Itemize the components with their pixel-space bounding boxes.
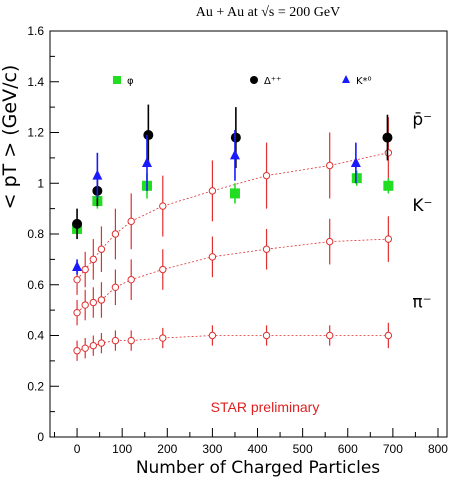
legend-label: K*⁰ (356, 76, 372, 87)
data-point (127, 275, 135, 284)
data-point (111, 283, 120, 291)
y-tick-label: 0.4 (27, 329, 44, 343)
legend-label: Δ⁺⁺ (264, 76, 281, 87)
data-point (97, 296, 106, 304)
data-point (73, 308, 81, 317)
data-point (383, 180, 394, 191)
data-point (326, 161, 334, 170)
data-point (262, 245, 271, 253)
star-preliminary-annotation: STAR preliminary (211, 399, 320, 415)
data-point (111, 230, 120, 238)
x-tick-label: 200 (157, 442, 177, 456)
chart-title: Au + Au at √s = 200 GeV (196, 5, 340, 20)
data-point (159, 265, 167, 274)
data-point (326, 331, 334, 340)
data-point (326, 237, 334, 246)
y-tick-label: 1.6 (27, 24, 44, 38)
series-line (76, 238, 389, 313)
data-point (230, 132, 241, 143)
data-point (72, 218, 83, 229)
y-tick-label: 0 (37, 430, 44, 444)
data-point (350, 156, 361, 167)
data-point (143, 130, 154, 141)
x-axis-label: Number of Charged Particles (136, 458, 380, 478)
data-point (208, 253, 217, 261)
series-label: π⁻ (412, 293, 431, 313)
legend-marker (113, 76, 121, 84)
data-point (262, 171, 271, 180)
y-tick-label: 0.2 (27, 379, 44, 393)
data-point (141, 156, 152, 167)
data-point (89, 341, 98, 350)
plot-area: p̄⁻ K⁻ π⁻ (72, 104, 432, 361)
data-point (208, 331, 217, 340)
data-point (127, 336, 135, 345)
x-tick-label: 300 (202, 442, 222, 456)
y-tick-label: 1.2 (27, 126, 44, 140)
data-point (89, 298, 98, 307)
data-point (97, 339, 106, 347)
data-point (351, 173, 362, 184)
data-point (208, 187, 217, 195)
x-tick-label: 600 (338, 442, 358, 456)
data-point (92, 169, 103, 180)
data-point (127, 217, 135, 226)
x-tick-label: 400 (248, 442, 268, 456)
data-point (384, 331, 393, 340)
data-point (382, 132, 393, 143)
data-point (229, 149, 240, 160)
series-line (76, 335, 389, 352)
data-point (384, 235, 393, 243)
y-axis-label: < pT > (GeV/c) (0, 65, 21, 210)
data-point (89, 255, 98, 264)
legend-marker (342, 75, 350, 83)
legend-marker (250, 76, 258, 84)
data-point (229, 188, 240, 199)
y-tick-label: 0.6 (27, 278, 44, 292)
x-tick-label: 100 (112, 442, 132, 456)
data-point (159, 334, 167, 342)
legend: φ Δ⁺⁺ K*⁰ (113, 75, 372, 87)
data-point (384, 149, 393, 157)
y-tick-label: 1 (37, 176, 44, 190)
y-tick-label: 1.4 (27, 75, 44, 89)
legend-label: φ (127, 76, 134, 87)
data-point (81, 344, 89, 352)
data-point (73, 347, 81, 355)
x-tick-label: 700 (383, 442, 403, 456)
series-line (76, 152, 389, 280)
data-point (159, 202, 167, 210)
x-tick-label: 500 (293, 442, 313, 456)
plot-frame (49, 30, 448, 438)
data-point (81, 301, 89, 309)
y-tick-label: 0.8 (27, 227, 44, 241)
data-point (81, 265, 89, 274)
data-point (262, 331, 271, 340)
x-tick-label: 0 (74, 442, 81, 456)
data-point (73, 275, 81, 284)
data-point (97, 245, 106, 253)
series-label: p̄⁻ (412, 110, 432, 130)
axes: 0 100 200 300 400 500 600 700 800 0 0.2 0.4 0.6 0.8 1 1… (27, 24, 448, 456)
data-point (111, 336, 120, 345)
series-label: K⁻ (412, 196, 432, 216)
x-tick-label: 800 (428, 442, 448, 456)
data-point (72, 260, 83, 271)
